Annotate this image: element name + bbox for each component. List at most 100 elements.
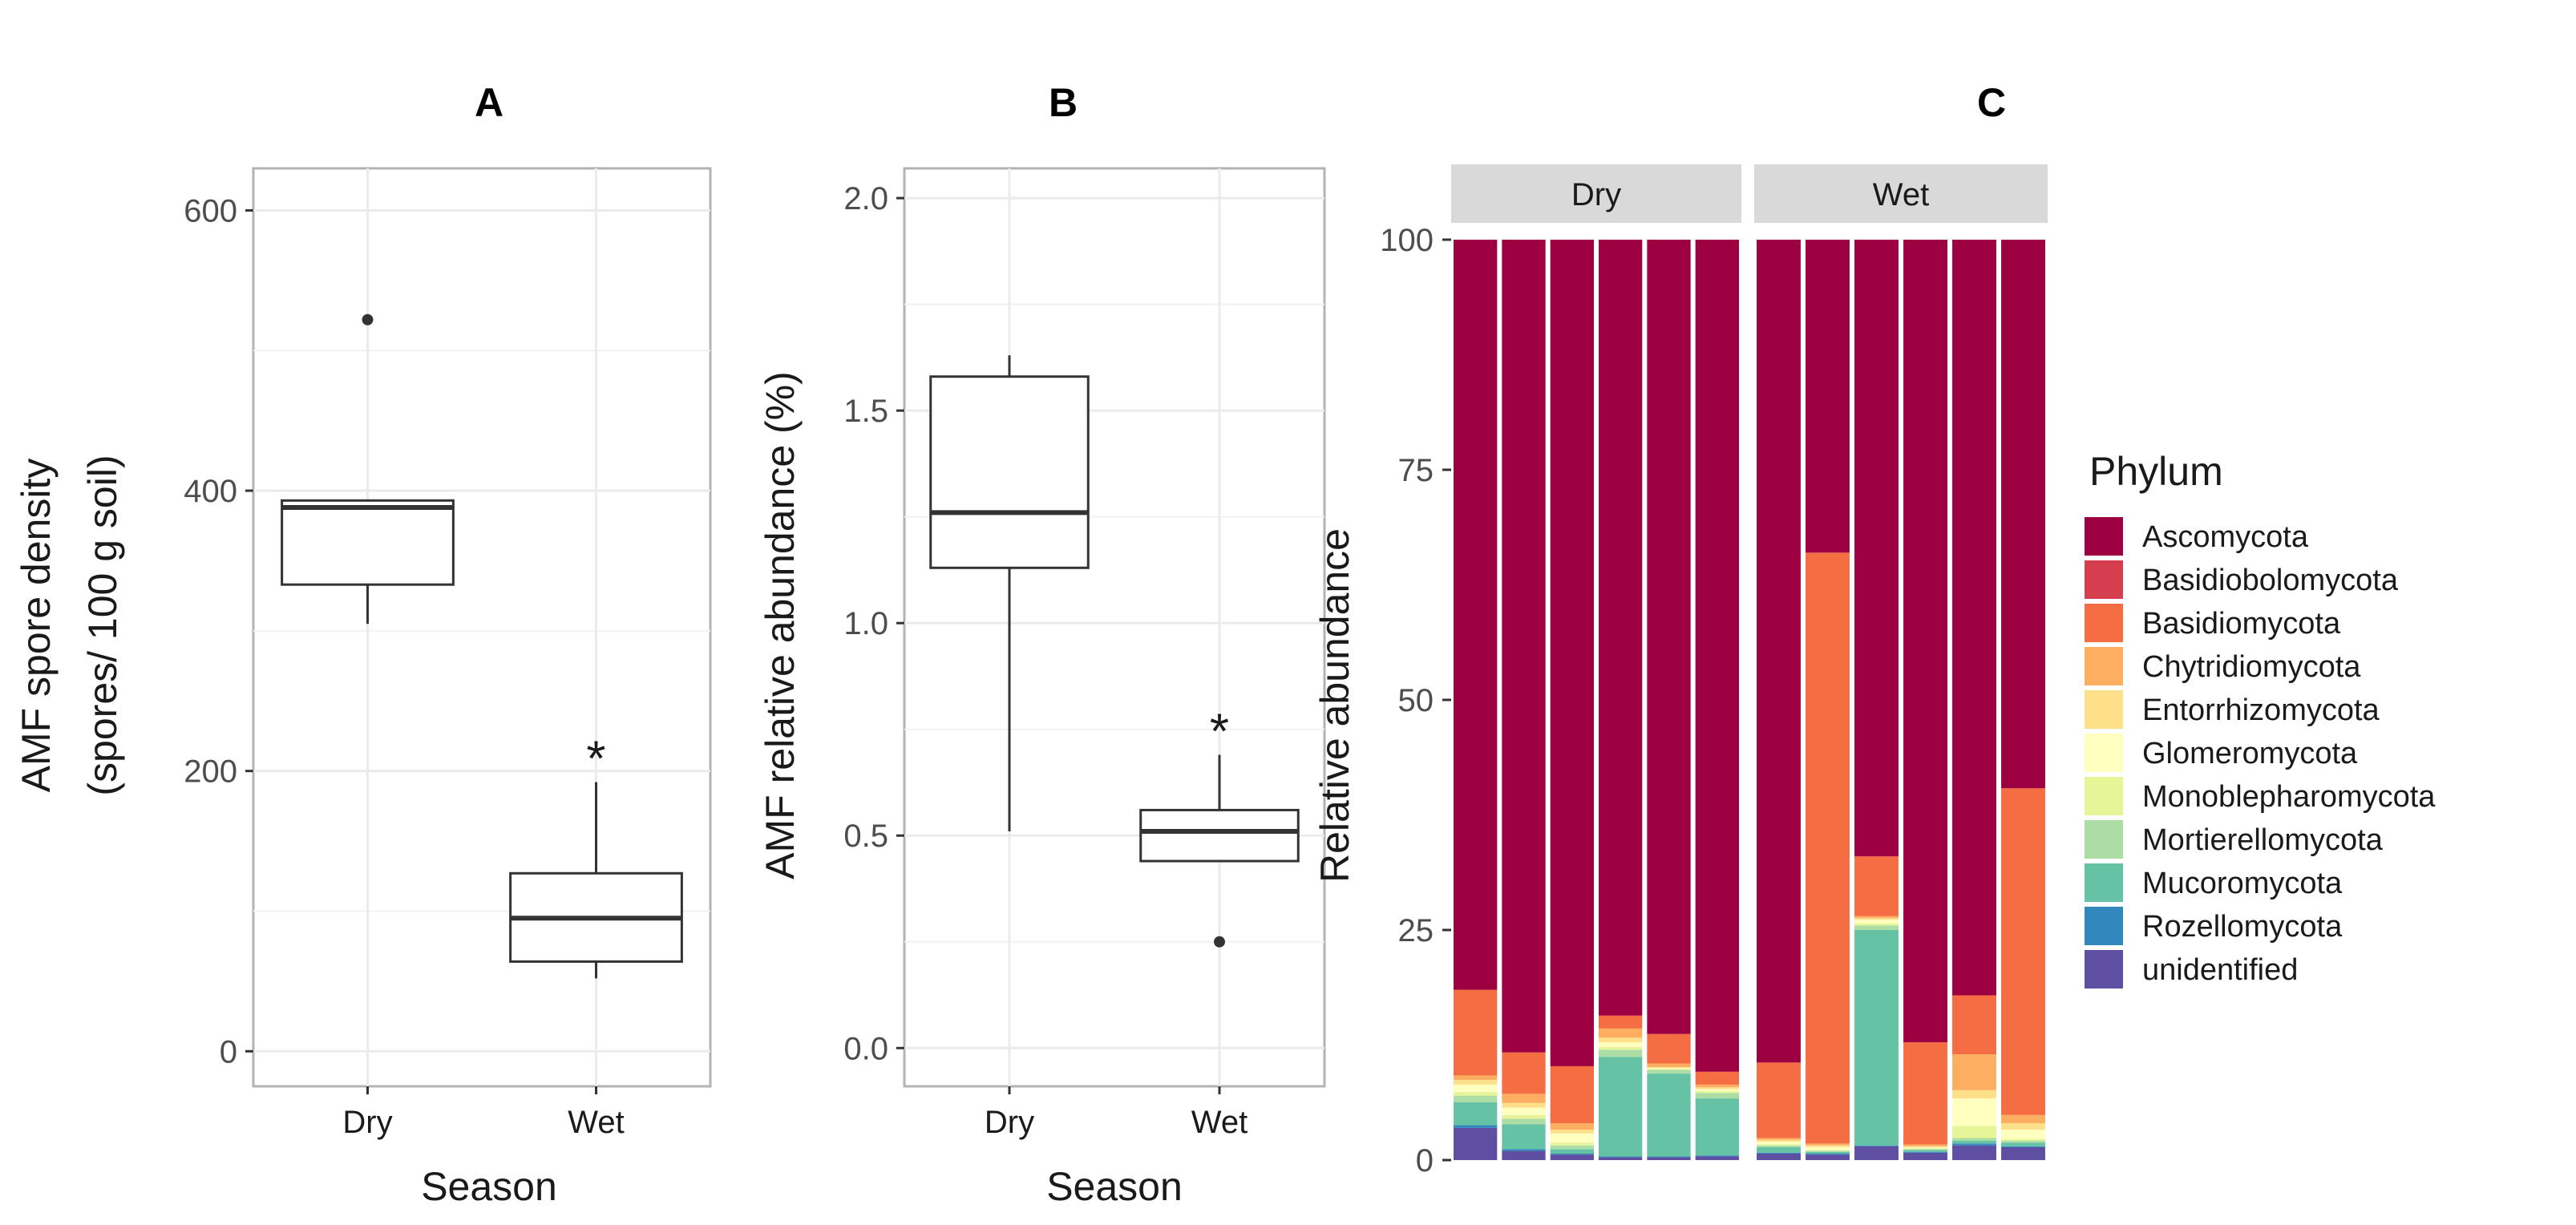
bar-segment-basidiomycota — [1454, 989, 1498, 1076]
bar-segment-unidentified — [1647, 1157, 1691, 1161]
bar-segment-ascomycota — [1695, 239, 1739, 1072]
panel-b-box-wet-significance-mark: * — [1210, 705, 1229, 760]
legend-label-mucoromycota: Mucoromycota — [2142, 867, 2343, 900]
bar-segment-mucoromycota — [1952, 1140, 1996, 1144]
bar-segment-mucoromycota — [1903, 1150, 1947, 1152]
panel-a-letter: A — [475, 80, 503, 125]
bar-segment-ascomycota — [1903, 239, 1947, 1043]
bar-segment-glomeromycota — [2001, 1130, 2045, 1139]
legend-swatch-ascomycota — [2085, 517, 2123, 556]
stacked-bar-dry-1 — [1454, 239, 1498, 1161]
legend-label-entorrhizomycota: Entorrhizomycota — [2142, 693, 2380, 727]
bar-segment-basidiomycota — [1903, 1042, 1947, 1145]
legend-label-glomeromycota: Glomeromycota — [2142, 737, 2358, 770]
panel-b-y-tick-label: 2.0 — [843, 181, 888, 216]
bar-segment-entorrhizomycota — [1952, 1090, 1996, 1099]
bar-segment-ascomycota — [1952, 239, 1996, 996]
bar-segment-glomeromycota — [1647, 1068, 1691, 1069]
stacked-bar-wet-3 — [1854, 239, 1899, 1161]
bar-segment-glomeromycota — [1757, 1142, 1801, 1145]
stacked-bar-dry-3 — [1550, 239, 1594, 1161]
bar-segment-rozellomycota — [1903, 1151, 1947, 1153]
panel-a-x-tick-label: Dry — [342, 1105, 392, 1140]
panel-b: B 0.0 0.5 1.0 1.5 2.0 Dry Wet * Season AMF re… — [758, 80, 1326, 1209]
bar-segment-mortierellomycota — [1695, 1093, 1739, 1099]
legend: Phylum Ascomycota Basidiobolomycota Basidi… — [2085, 449, 2436, 988]
bar-segment-chytridiomycota — [1757, 1138, 1801, 1140]
bar-segment-mucoromycota — [1550, 1149, 1594, 1154]
bar-segment-monoblepharomycota — [2001, 1138, 2045, 1141]
panel-b-y-tick-label: 1.5 — [843, 394, 888, 429]
stacked-bar-dry-5 — [1647, 239, 1691, 1161]
bar-segment-entorrhizomycota — [1854, 918, 1899, 920]
bar-segment-unidentified — [1502, 1150, 1546, 1161]
bar-segment-unidentified — [1454, 1127, 1498, 1161]
stacked-bar-dry-2 — [1502, 239, 1546, 1161]
facet-strip-wet — [1754, 164, 2048, 223]
bar-segment-unidentified — [1757, 1154, 1801, 1161]
facet-strip-dry-label: Dry — [1571, 177, 1621, 212]
bar-segment-mortierellomycota — [1599, 1049, 1643, 1057]
panel-b-box-dry-iqr — [929, 375, 1090, 569]
legend-label-unidentified: unidentified — [2142, 953, 2298, 987]
bar-segment-mortierellomycota — [1550, 1145, 1594, 1150]
panel-b-y-tick-label: 1.0 — [843, 606, 888, 641]
panel-b-y-axis: 0.0 0.5 1.0 1.5 2.0 — [843, 181, 904, 1066]
panel-c-y-tick-label: 25 — [1398, 913, 1434, 948]
stacked-bar-wet-2 — [1806, 239, 1850, 1161]
bar-segment-entorrhizomycota — [1903, 1146, 1947, 1147]
panel-a-x-tick-label: Wet — [568, 1105, 624, 1140]
facet-strip-dry — [1451, 164, 1741, 223]
stacked-bar-wet-1 — [1757, 239, 1801, 1161]
panel-a-x-axis-title: Season — [421, 1164, 557, 1209]
panel-b-box-wet-outlier — [1214, 936, 1225, 948]
bar-segment-unidentified — [1806, 1154, 1850, 1161]
stacked-bar-wet-5 — [1952, 239, 1996, 1161]
bar-segment-basidiomycota — [1647, 1033, 1691, 1064]
panel-b-y-axis-title: AMF relative abundance (%) — [758, 371, 803, 879]
bar-segment-monoblepharomycota — [1952, 1126, 1996, 1138]
bar-segment-entorrhizomycota — [1757, 1139, 1801, 1142]
bar-segment-mucoromycota — [1454, 1102, 1498, 1126]
bar-segment-mortierellomycota — [1502, 1118, 1546, 1125]
panel-a-y-tick-label: 400 — [184, 474, 237, 509]
panel-b-boxes: * — [929, 355, 1300, 948]
panel-c-bars — [1454, 239, 2045, 1161]
bar-segment-entorrhizomycota — [1550, 1130, 1594, 1134]
panel-a-y-axis-title-line2: (spores/ 100 g soil) — [80, 455, 125, 795]
bar-segment-glomeromycota — [1695, 1089, 1739, 1091]
bar-segment-basidiomycota — [2001, 788, 2045, 1115]
bar-segment-glomeromycota — [1599, 1042, 1643, 1047]
bar-segment-monoblepharomycota — [1502, 1114, 1546, 1119]
bar-segment-ascomycota — [1550, 239, 1594, 1066]
bar-segment-basidiomycota — [1952, 995, 1996, 1055]
panel-c-y-axis-title: Relative abundance — [1312, 528, 1357, 883]
bar-segment-rozellomycota — [1647, 1156, 1691, 1158]
legend-swatch-entorrhizomycota — [2085, 690, 2123, 729]
bar-segment-rozellomycota — [1454, 1125, 1498, 1128]
bar-segment-chytridiomycota — [1854, 916, 1899, 919]
legend-label-chytridiomycota: Chytridiomycota — [2142, 650, 2361, 684]
bar-segment-ascomycota — [1647, 239, 1691, 1034]
bar-segment-chytridiomycota — [1599, 1028, 1643, 1038]
panel-c-y-tick-label: 50 — [1398, 683, 1434, 718]
panel-a-x-axis: Dry Wet — [342, 1086, 625, 1140]
legend-label-basidiobolomycota: Basidiobolomycota — [2142, 564, 2399, 597]
bar-segment-monoblepharomycota — [1599, 1046, 1643, 1050]
panel-a-boxes: * — [281, 313, 683, 979]
bar-segment-mucoromycota — [1502, 1124, 1546, 1150]
panel-c-y-tick-label: 100 — [1380, 223, 1434, 258]
bar-segment-mortierellomycota — [1806, 1150, 1850, 1152]
bar-segment-entorrhizomycota — [1502, 1102, 1546, 1108]
bar-segment-monoblepharomycota — [1454, 1092, 1498, 1096]
bar-segment-glomeromycota — [1854, 920, 1899, 924]
panel-a-y-tick-label: 0 — [220, 1034, 237, 1069]
bar-segment-chytridiomycota — [2001, 1114, 2045, 1124]
bar-segment-mortierellomycota — [1854, 925, 1899, 931]
stacked-bar-wet-4 — [1903, 239, 1947, 1161]
panel-b-y-tick-label: 0.5 — [843, 819, 888, 854]
bar-segment-unidentified — [1854, 1146, 1899, 1161]
bar-segment-chytridiomycota — [1695, 1084, 1739, 1088]
bar-segment-mortierellomycota — [1454, 1095, 1498, 1102]
